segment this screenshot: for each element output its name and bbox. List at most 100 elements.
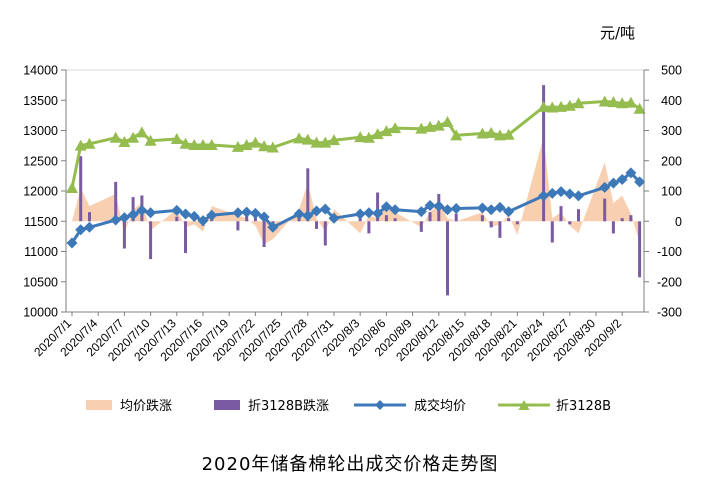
avg-deal-price-point [564,188,576,200]
b3128-change-bar [315,221,318,229]
b3128-change-bar [568,221,572,225]
b3128-price-point [616,97,629,109]
avg-deal-price-point [328,212,340,224]
b3128-change-bar [184,221,187,254]
avg-deal-price-point [206,209,218,221]
avg-deal-price-point [258,211,270,223]
unit-label: 元/吨 [600,24,635,42]
b3128-price-point [598,95,611,107]
b3128-change-bar [306,168,310,222]
b3128-price-point [249,136,262,148]
b3128-change-bar [122,221,126,249]
b3128-change-bar [480,215,484,222]
price-lines-layer [66,95,646,249]
b3128-price-point [196,139,209,151]
avg-deal-price-point [616,174,628,186]
b3128-change-bar [428,212,432,222]
b3128-price-point [188,139,201,151]
b3128-price-point [493,129,506,141]
b3128-price-point [362,131,375,143]
avg-deal-price-point [66,237,78,249]
right-axis-tick-label: 400 [661,94,682,108]
legend: 均价跌涨 折3128B跌涨 成交均价 折3128B [86,398,611,414]
b3128-change-bar [489,221,493,228]
right-axis-tick-label: 200 [661,154,682,168]
b3128-price-point [135,126,148,138]
avg-deal-price-point [442,204,454,216]
right-axis-tick-label: 0 [675,215,682,229]
left-axis-tick-label: 10000 [23,306,58,320]
b3128-price-point [301,133,314,145]
avg-deal-price-point [450,203,462,215]
b3128-change-bar [358,218,362,222]
b3128-price-point [555,100,568,112]
b3128-price-point [109,131,122,143]
b3128-price-point [502,128,515,140]
avg-deal-price-point [607,177,619,189]
b3128-price-point [432,119,445,131]
b3128-change-bar [323,221,327,246]
legend-label-avg-price: 成交均价 [414,398,466,414]
legend-swatch-avg-change [86,400,112,410]
b3128-price-point [354,131,367,143]
avg-deal-price-line [70,171,641,244]
avg-deal-price-point [241,206,253,218]
b3128-price-point [537,100,550,112]
avg-deal-price-point [302,210,314,222]
b3128-change-bar [393,218,397,222]
b3128-price-point [293,132,306,144]
b3128-price-point [476,127,489,139]
avg-deal-price-point [293,208,305,220]
legend-swatch-b3128-change [214,400,240,410]
b3128-change-bar [114,181,118,222]
b3128-change-bar [454,213,458,222]
axes: 10000 10500 11000 11500 12000 12500 13000 13500… [23,64,682,364]
b3128-price-point [607,96,620,108]
avg-deal-price-point [389,204,401,216]
b3128-change-bar [79,156,83,222]
b3128-change-bar [498,221,502,238]
avg-deal-price-point [311,205,323,217]
avg-deal-price-point [380,201,392,213]
avg-deal-price-point [476,202,488,214]
b3128-change-bar [603,198,607,222]
avg-deal-price-point [415,206,427,218]
b3128-change-bar [559,206,563,222]
b3128-price-point [327,134,340,146]
avg-deal-price-point [573,190,585,202]
b3128-price-point [170,132,183,144]
b3128-change-bar [542,85,546,222]
avg-deal-price-point [249,207,261,219]
b3128-change-bar [236,221,240,231]
right-axis-tick-label: 100 [661,185,682,199]
legend-marker-avg-price [375,400,385,410]
b3128-change-bar [149,221,153,260]
right-axis-tick-label: -100 [657,245,682,259]
right-axis-tick-label: -300 [657,306,682,320]
right-axis-tick-label: 300 [661,124,682,138]
legend-label-b3128-change: 折3128B跌涨 [248,398,329,414]
left-axis-tick-label: 12500 [23,154,58,168]
b3128-price-point [415,122,428,134]
b3128-change-bar [629,215,633,222]
left-axis-tick-label: 11500 [24,215,58,229]
avg-deal-price-point [319,203,331,215]
left-axis-tick-label: 13500 [23,94,58,108]
b3128-change-bar [507,218,511,222]
b3128-price-point [572,97,585,109]
b3128-price-point [205,139,218,151]
b3128-price-point [441,116,454,128]
b3128-price-point [127,131,140,143]
b3128-change-bar [175,216,179,222]
b3128-change-bar [253,216,257,222]
b3128-price-point [546,101,559,113]
avg-deal-price-point [232,207,244,219]
b3128-price-point [485,126,498,138]
avg-deal-price-point [118,212,130,224]
avg-deal-price-point [363,207,375,219]
b3128-change-bar [620,218,624,222]
b3128-price-point [66,181,78,193]
avg-deal-price-point [433,200,445,212]
b3128-change-bar [384,215,388,222]
avg-deal-price-point [634,176,646,188]
